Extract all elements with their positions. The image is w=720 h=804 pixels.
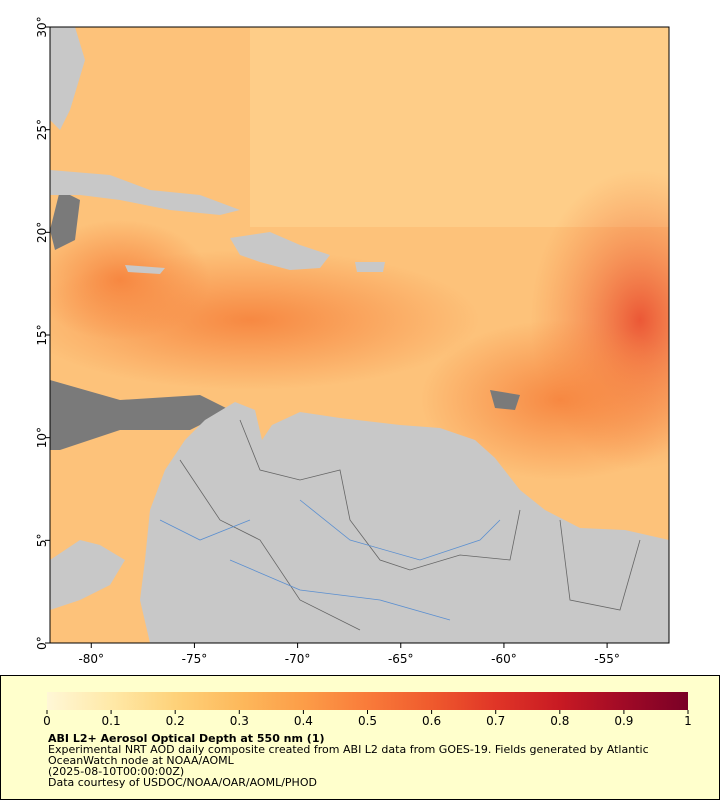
lon-tick-label: -65° <box>388 652 414 666</box>
lat-tick-label: 15° <box>35 324 49 345</box>
colorbar-tick-label: 0.6 <box>422 714 441 728</box>
lat-tick-label: 5° <box>35 534 49 548</box>
lon-tick-label: -55° <box>594 652 620 666</box>
lon-tick-label: -80° <box>78 652 104 666</box>
lat-tick-label: 10° <box>35 427 49 448</box>
lon-tick-label: -70° <box>285 652 311 666</box>
caption-line: OceanWatch node at NOAA/AOML <box>48 754 235 767</box>
colorbar-tick-label: 1 <box>684 714 692 728</box>
colorbar-tick-label: 0.7 <box>486 714 505 728</box>
colorbar-tick-label: 0.2 <box>166 714 185 728</box>
colorbar-tick-label: 0.9 <box>614 714 633 728</box>
colorbar-tick-label: 0 <box>43 714 51 728</box>
lat-tick-label: 0° <box>35 636 49 650</box>
colorbar-tick-label: 0.3 <box>230 714 249 728</box>
lon-tick-label: -60° <box>491 652 517 666</box>
colorbar-tick-label: 0.4 <box>294 714 313 728</box>
caption-title: ABI L2+ Aerosol Optical Depth at 550 nm … <box>48 732 325 745</box>
lat-tick-label: 25° <box>35 119 49 140</box>
map-area <box>50 27 669 643</box>
lon-tick-label: -75° <box>182 652 208 666</box>
colorbar <box>47 692 688 710</box>
lat-tick-label: 20° <box>35 222 49 243</box>
colorbar-tick-label: 0.8 <box>550 714 569 728</box>
caption-line: (2025-08-10T00:00:00Z) <box>48 765 184 778</box>
caption-line: Experimental NRT AOD daily composite cre… <box>48 743 649 756</box>
colorbar-tick-label: 0.5 <box>358 714 377 728</box>
caption-line: Data courtesy of USDOC/NOAA/OAR/AOML/PHO… <box>48 776 317 789</box>
lat-tick-label: 30° <box>35 16 49 37</box>
colorbar-tick-label: 0.1 <box>102 714 121 728</box>
